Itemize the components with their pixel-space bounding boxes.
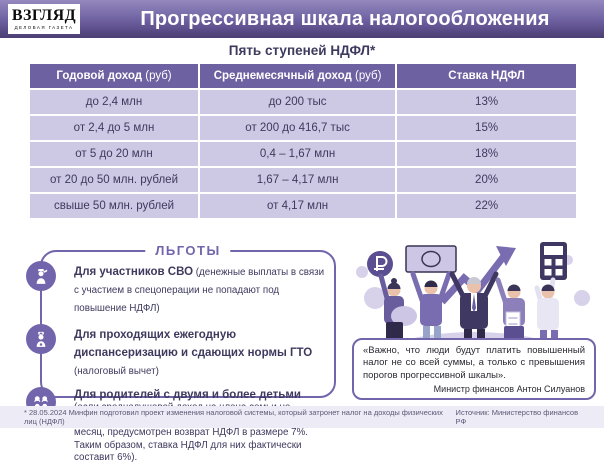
banknote-icon bbox=[405, 245, 457, 273]
table-cell: свыше 50 млн. рублей bbox=[30, 194, 199, 218]
doctor-icon bbox=[26, 324, 56, 354]
footnote: * 28.05.2024 Минфин подготовил проект из… bbox=[24, 408, 443, 426]
benefit-item-svo: Для участников СВО (денежные выплаты в с… bbox=[26, 261, 326, 316]
header-bar: ВЗГЛЯД ДЕЛОВАЯ ГАЗЕТА Прогрессивная шкал… bbox=[0, 0, 604, 38]
table-cell: от 2,4 до 5 млн bbox=[30, 116, 199, 140]
column-header-annual-income: Годовой доход (руб) bbox=[30, 64, 199, 88]
decor-circle bbox=[574, 290, 590, 306]
quote-box: «Важно, что люди будут платить повышенны… bbox=[352, 337, 596, 400]
table-row: от 2,4 до 5 млн от 200 до 416,7 тыс 15% bbox=[30, 116, 576, 140]
benefit-note: (денежные выплаты в связи с участием в с… bbox=[74, 267, 325, 314]
table-cell: от 20 до 50 млн. рублей bbox=[30, 168, 199, 192]
table-row: от 5 до 20 млн 0,4 – 1,67 млн 18% bbox=[30, 142, 576, 166]
table-header-row: Годовой доход (руб) Среднемесячный доход… bbox=[30, 64, 576, 88]
quote-author: Министр финансов Антон Силуанов bbox=[433, 384, 585, 394]
logo-subtitle: ДЕЛОВАЯ ГАЗЕТА bbox=[14, 24, 74, 30]
table-cell: до 200 тыс bbox=[200, 90, 396, 114]
benefit-note: (налоговый вычет) bbox=[74, 366, 159, 377]
table-cell: от 5 до 20 млн bbox=[30, 142, 199, 166]
benefit-title: Для проходящих ежегодную диспансеризацию… bbox=[74, 329, 313, 359]
ruble-coin-icon bbox=[367, 251, 393, 277]
table-cell: 13% bbox=[397, 90, 576, 114]
table-cell: до 2,4 млн bbox=[30, 90, 199, 114]
tax-table: Годовой доход (руб) Среднемесячный доход… bbox=[28, 62, 578, 220]
table-row: от 20 до 50 млн. рублей 1,67 – 4,17 млн … bbox=[30, 168, 576, 192]
benefit-title: Для родителей с двумя и более детьми bbox=[74, 389, 301, 401]
logo-title: ВЗГЛЯД bbox=[11, 7, 77, 24]
benefits-title: ЛЬГОТЫ bbox=[145, 243, 231, 258]
table-cell: 18% bbox=[397, 142, 576, 166]
footer-bar: * 28.05.2024 Минфин подготовил проект из… bbox=[0, 406, 604, 428]
newspaper-logo: ВЗГЛЯД ДЕЛОВАЯ ГАЗЕТА bbox=[8, 4, 80, 34]
source-note: Источник: Министерство финансов РФ bbox=[455, 408, 579, 426]
decor-circle bbox=[356, 266, 368, 278]
page-title: Прогрессивная шкала налогообложения bbox=[140, 7, 550, 30]
table-cell: 22% bbox=[397, 194, 576, 218]
table-cell: от 200 до 416,7 тыс bbox=[200, 116, 396, 140]
column-header-tax-rate: Ставка НДФЛ bbox=[397, 64, 576, 88]
benefit-item-medical: Для проходящих ежегодную диспансеризацию… bbox=[26, 324, 326, 379]
illustration-area: «Важно, что люди будут платить повышенны… bbox=[344, 232, 604, 402]
table-cell: 15% bbox=[397, 116, 576, 140]
page-subtitle: Пять ступеней НДФЛ* bbox=[228, 43, 376, 58]
soldier-icon bbox=[26, 261, 56, 291]
table-cell: от 4,17 млн bbox=[200, 194, 396, 218]
table-cell: 20% bbox=[397, 168, 576, 192]
decor-circle bbox=[364, 287, 386, 309]
benefit-title: Для участников СВО bbox=[74, 266, 194, 278]
quote-text: «Важно, что люди будут платить повышенны… bbox=[363, 344, 585, 381]
column-header-monthly-income: Среднемесячный доход (руб) bbox=[200, 64, 396, 88]
table-row: свыше 50 млн. рублей от 4,17 млн 22% bbox=[30, 194, 576, 218]
benefits-box: ЛЬГОТЫ Для участников СВО (денежные выпл… bbox=[26, 243, 336, 463]
table-cell: 1,67 – 4,17 млн bbox=[200, 168, 396, 192]
calculator-icon bbox=[540, 242, 567, 280]
table-row: до 2,4 млн до 200 тыс 13% bbox=[30, 90, 576, 114]
table-cell: 0,4 – 1,67 млн bbox=[200, 142, 396, 166]
